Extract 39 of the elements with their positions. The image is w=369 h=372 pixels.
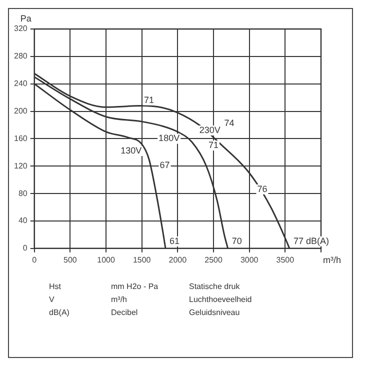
y-tick-label: 320	[14, 24, 28, 34]
y-tick-label: 40	[18, 216, 28, 226]
y-tick-label: 120	[14, 161, 28, 170]
y-axis-title: Pa	[20, 13, 32, 24]
x-axis-title: m³/h	[323, 254, 341, 265]
annotation: 70	[232, 236, 242, 246]
text: m³/h	[111, 295, 128, 304]
annotation: 71	[144, 94, 154, 105]
text: dB(A)	[49, 308, 70, 317]
text: Geluidsniveau	[189, 308, 241, 317]
annotation: 180V	[158, 133, 180, 144]
x-tick-label: 3000	[240, 255, 259, 264]
text: Statische druk	[189, 282, 241, 291]
text: Luchthoeveelheid	[189, 295, 253, 304]
x-tick-label: 0	[32, 255, 38, 264]
y-tick-label: 200	[14, 106, 28, 116]
x-tick-label: 2000	[168, 255, 188, 264]
y-tick-label: 280	[14, 52, 28, 61]
text: mm H2o - Pa	[111, 282, 160, 291]
x-tick-label: 3500	[276, 255, 295, 264]
annotation: 67	[160, 160, 170, 170]
y-tick-label: 80	[18, 188, 28, 198]
annotation: 130V	[120, 146, 142, 156]
annotation: 77 dB(A)	[293, 236, 329, 246]
text: V	[49, 295, 56, 304]
text: Decibel	[111, 308, 139, 317]
x-tick-label: 2500	[204, 255, 223, 264]
y-tick-label: 240	[14, 79, 28, 88]
x-tick-label: 500	[64, 255, 78, 264]
text: Hst	[49, 282, 62, 291]
x-tick-label: 1500	[132, 255, 152, 264]
annotation: 71	[208, 140, 219, 150]
y-tick-label: 160	[14, 134, 28, 143]
x-tick-label: 1000	[97, 255, 116, 264]
annotation: 230V	[199, 124, 220, 135]
annotation: 74	[224, 118, 234, 128]
annotation: 76	[257, 184, 268, 194]
y-tick-label: 0	[22, 244, 28, 253]
annotation: 61	[169, 236, 180, 246]
